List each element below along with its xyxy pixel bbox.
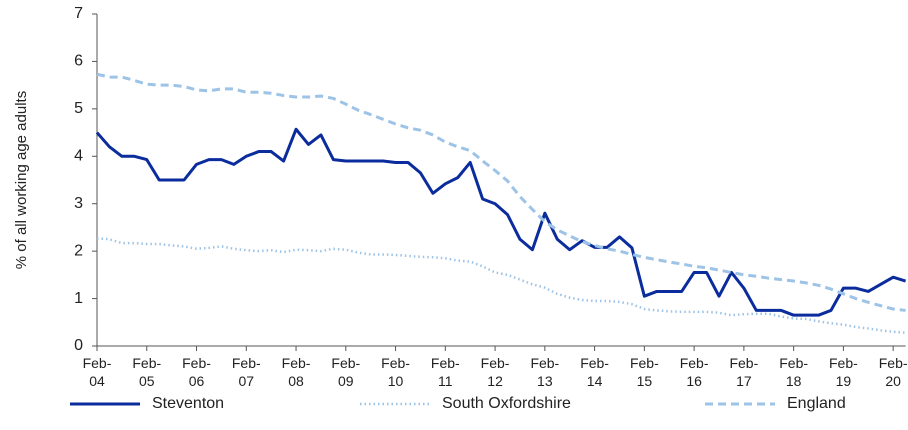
y-tick-label: 0 bbox=[74, 337, 83, 354]
x-tick-label: Feb-19 bbox=[829, 355, 858, 389]
x-tick-label: Feb-10 bbox=[381, 355, 410, 389]
x-tick-label: Feb-17 bbox=[729, 355, 758, 389]
legend-label: Steventon bbox=[152, 395, 224, 412]
x-tick-label: Feb-14 bbox=[580, 355, 609, 389]
x-tick-label: Feb-04 bbox=[83, 355, 112, 389]
x-tick-label: Feb-16 bbox=[680, 355, 709, 389]
x-tick-label: Feb-15 bbox=[630, 355, 659, 389]
y-tick-label: 3 bbox=[74, 195, 83, 212]
x-tick-label: Feb-12 bbox=[481, 355, 510, 389]
y-tick-label: 6 bbox=[74, 53, 83, 70]
y-tick-label: 5 bbox=[74, 100, 83, 117]
legend-label: England bbox=[787, 395, 846, 412]
x-tick-label: Feb-05 bbox=[132, 355, 161, 389]
x-tick-label: Feb-13 bbox=[530, 355, 559, 389]
x-tick-label: Feb-11 bbox=[431, 355, 460, 389]
y-tick-label: 7 bbox=[74, 5, 83, 22]
legend-label: South Oxfordshire bbox=[442, 395, 571, 412]
y-axis-label: % of all working age adults bbox=[13, 91, 30, 269]
x-tick-label: Feb-20 bbox=[879, 355, 908, 389]
x-tick-label: Feb-09 bbox=[331, 355, 360, 389]
x-tick-label: Feb-08 bbox=[282, 355, 311, 389]
y-tick-label: 4 bbox=[74, 148, 83, 165]
x-tick-label: Feb-06 bbox=[182, 355, 211, 389]
y-tick-label: 2 bbox=[74, 242, 83, 259]
x-tick-label: Feb-07 bbox=[232, 355, 261, 389]
y-tick-label: 1 bbox=[74, 290, 83, 307]
x-tick-label: Feb-18 bbox=[779, 355, 808, 389]
series-line bbox=[95, 127, 907, 317]
series-line bbox=[96, 72, 906, 312]
series-line bbox=[96, 237, 906, 334]
